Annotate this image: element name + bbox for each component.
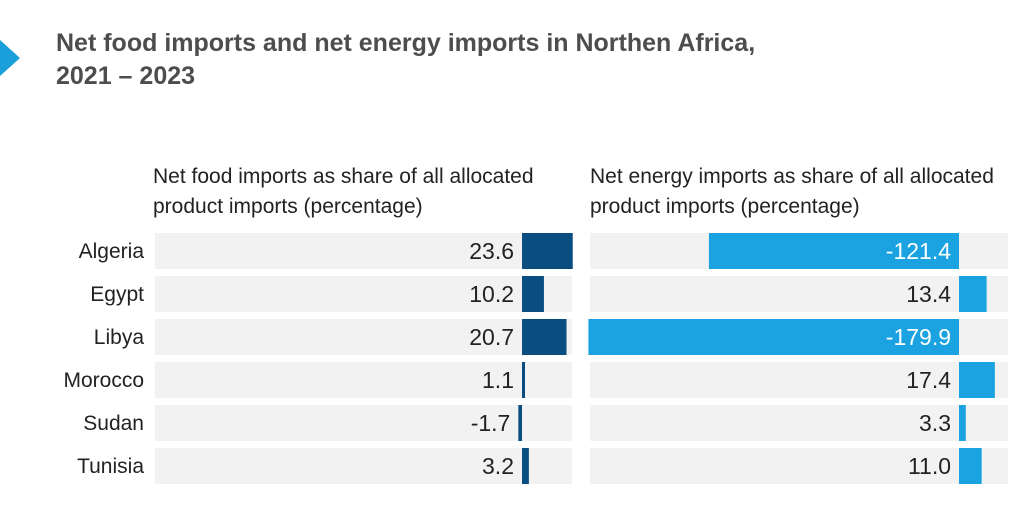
food-value-label-morocco: 1.1 xyxy=(482,367,514,393)
food-row-bg-sudan xyxy=(155,405,572,441)
energy-value-label-algeria: -121.4 xyxy=(886,238,951,264)
energy-bar-libya xyxy=(588,319,959,355)
category-label-tunisia: Tunisia xyxy=(77,455,144,478)
food-bar-sudan xyxy=(518,405,522,441)
category-label-egypt: Egypt xyxy=(90,283,144,306)
category-label-libya: Libya xyxy=(94,326,145,349)
energy-value-label-tunisia: 11.0 xyxy=(908,453,951,479)
energy-value-label-morocco: 17.4 xyxy=(906,367,951,393)
chart-title-line2: 2021 – 2023 xyxy=(56,62,196,90)
food-bar-libya xyxy=(522,319,567,355)
food-value-label-tunisia: 3.2 xyxy=(482,453,514,479)
chart-title-line1: Net food imports and net energy imports … xyxy=(56,29,756,57)
energy-panel-header-line2: product imports (percentage) xyxy=(590,195,860,218)
energy-value-label-sudan: 3.3 xyxy=(919,410,951,436)
energy-row-bg-sudan xyxy=(590,405,1008,441)
energy-value-label-egypt: 13.4 xyxy=(906,281,951,307)
energy-bar-sudan xyxy=(959,405,966,441)
food-value-label-libya: 20.7 xyxy=(469,324,514,350)
food-panel-header-line1: Net food imports as share of all allocat… xyxy=(153,165,534,188)
food-row-bg-tunisia xyxy=(155,448,572,484)
category-label-sudan: Sudan xyxy=(83,412,144,435)
marker-shape xyxy=(0,40,20,76)
chevron-right-icon xyxy=(0,40,20,76)
category-label-algeria: Algeria xyxy=(79,240,145,263)
energy-value-label-libya: -179.9 xyxy=(886,324,951,350)
food-value-label-algeria: 23.6 xyxy=(469,238,514,264)
food-bar-egypt xyxy=(522,276,544,312)
energy-bar-morocco xyxy=(959,362,995,398)
food-value-label-egypt: 10.2 xyxy=(469,281,514,307)
food-row-bg-egypt xyxy=(155,276,572,312)
food-panel-header: Net food imports as share of all allocat… xyxy=(153,162,534,222)
energy-panel-header-line1: Net energy imports as share of all alloc… xyxy=(590,165,994,188)
energy-bar-algeria xyxy=(708,233,959,269)
energy-bar-tunisia xyxy=(959,448,982,484)
energy-row-bg-tunisia xyxy=(590,448,1008,484)
food-row-bg-libya xyxy=(155,319,572,355)
food-bar-tunisia xyxy=(522,448,529,484)
food-value-label-sudan: -1.7 xyxy=(471,410,511,436)
category-label-morocco: Morocco xyxy=(63,369,144,392)
food-row-bg-morocco xyxy=(155,362,572,398)
food-panel-header-line2: product imports (percentage) xyxy=(153,195,423,218)
energy-panel-header: Net energy imports as share of all alloc… xyxy=(590,162,994,222)
energy-row-bg-egypt xyxy=(590,276,1008,312)
food-row-bg-algeria xyxy=(155,233,572,269)
chart-title: Net food imports and net energy imports … xyxy=(56,27,956,93)
energy-row-bg-morocco xyxy=(590,362,1008,398)
energy-bar-egypt xyxy=(959,276,987,312)
food-bar-algeria xyxy=(522,233,573,269)
food-bar-morocco xyxy=(522,362,525,398)
